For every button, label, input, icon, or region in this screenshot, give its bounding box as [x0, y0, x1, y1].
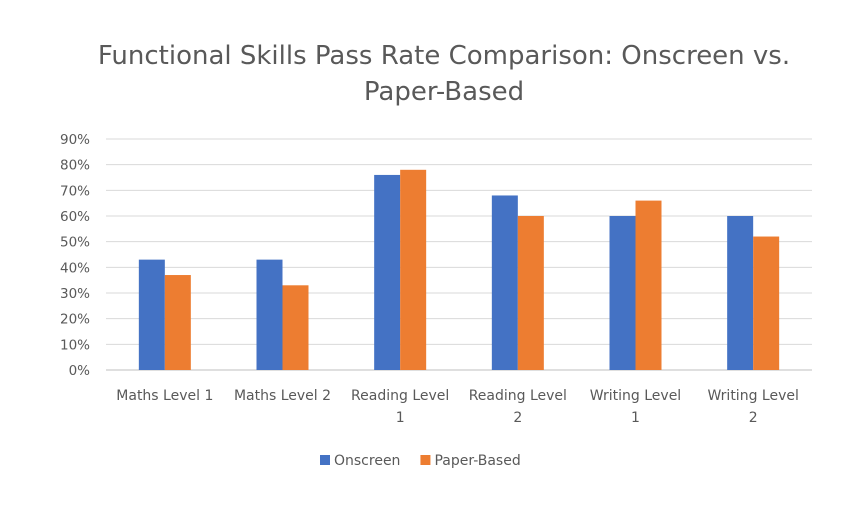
bar-onscreen [727, 216, 754, 370]
bar-onscreen [491, 195, 518, 370]
gridlines [106, 138, 812, 371]
y-tick-label: 30% [60, 286, 90, 302]
y-tick-label: 60% [60, 209, 90, 225]
x-category-label: Maths Level 1 [116, 388, 213, 404]
bar-paper-based [753, 236, 780, 370]
legend: Onscreen Paper-Based [320, 453, 521, 469]
bar-paper-based [164, 275, 191, 370]
x-category-label: Writing Level [707, 388, 798, 404]
x-axis-labels: Maths Level 1 Maths Level 2 Reading Level 1… [116, 388, 799, 426]
y-tick-label: 40% [60, 260, 90, 276]
legend-swatch [420, 455, 431, 465]
bar-onscreen [256, 259, 283, 370]
bar-onscreen [138, 259, 165, 370]
y-tick-label: 80% [60, 158, 90, 174]
y-tick-label: 90% [60, 132, 90, 148]
x-category-label: 1 [396, 410, 405, 426]
bars [138, 169, 780, 370]
x-category-label: Maths Level 2 [234, 388, 331, 404]
bar-paper-based [400, 169, 427, 370]
x-category-label: Writing Level [590, 388, 681, 404]
y-tick-label: 50% [60, 235, 90, 251]
bar-onscreen [374, 174, 401, 370]
bar-paper-based [635, 200, 662, 370]
x-category-label: 2 [513, 410, 522, 426]
legend-label: Onscreen [334, 453, 400, 469]
chart-title: Functional Skills Pass Rate Comparison: … [97, 41, 791, 107]
x-category-label: Reading Level [469, 388, 567, 404]
y-tick-label: 70% [60, 183, 90, 199]
legend-label: Paper-Based [434, 453, 520, 469]
bar-onscreen [609, 216, 636, 370]
x-category-label: Reading Level [351, 388, 449, 404]
y-tick-label: 20% [60, 312, 90, 328]
bar-paper-based [282, 285, 309, 370]
legend-swatch [320, 455, 330, 465]
x-category-label: 1 [631, 410, 640, 426]
y-tick-label: 10% [60, 337, 90, 353]
y-axis-ticks: 0% 10% 20% 30% 40% 50% 60% 70% 80% 90% [60, 132, 90, 379]
x-category-label: 2 [749, 410, 758, 426]
bar-paper-based [517, 216, 544, 370]
y-tick-label: 0% [69, 363, 91, 379]
